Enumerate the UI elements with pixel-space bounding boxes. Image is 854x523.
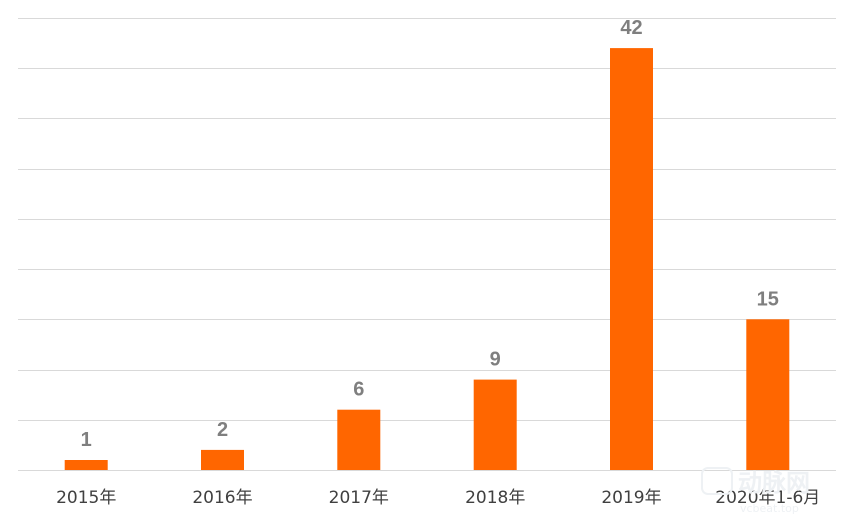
- x-tick-label-2: 2017年: [329, 488, 389, 508]
- data-label-1: 2: [217, 419, 228, 441]
- x-tick-label-0: 2015年: [56, 488, 116, 508]
- watermark: 动脉网 vcbeat.top: [701, 467, 810, 515]
- gridlines: [18, 18, 836, 421]
- x-tick-label-4: 2019年: [601, 488, 661, 508]
- bar-4: [610, 48, 653, 470]
- data-label-0: 1: [81, 429, 92, 451]
- bars: [64, 48, 790, 470]
- watermark-logo-icon: [701, 467, 733, 495]
- data-label-2: 6: [353, 379, 364, 401]
- bar-0: [64, 460, 108, 470]
- data-label-3: 9: [490, 349, 501, 371]
- x-tick-labels: 2015年 2016年 2017年 2018年 2019年 2020年1-6月: [56, 488, 820, 508]
- data-label-5: 15: [757, 288, 779, 310]
- x-tick-label-5: 2020年1-6月: [715, 488, 820, 508]
- bar-3: [473, 379, 517, 470]
- watermark-text: 动脉网: [738, 469, 810, 497]
- watermark-url: vcbeat.top: [740, 502, 799, 515]
- bar-5: [746, 319, 790, 470]
- x-tick-label-3: 2018年: [465, 488, 525, 508]
- data-label-4: 42: [620, 17, 642, 39]
- x-tick-label-1: 2016年: [192, 488, 252, 508]
- bar-2: [337, 409, 381, 470]
- bar-1: [201, 449, 244, 470]
